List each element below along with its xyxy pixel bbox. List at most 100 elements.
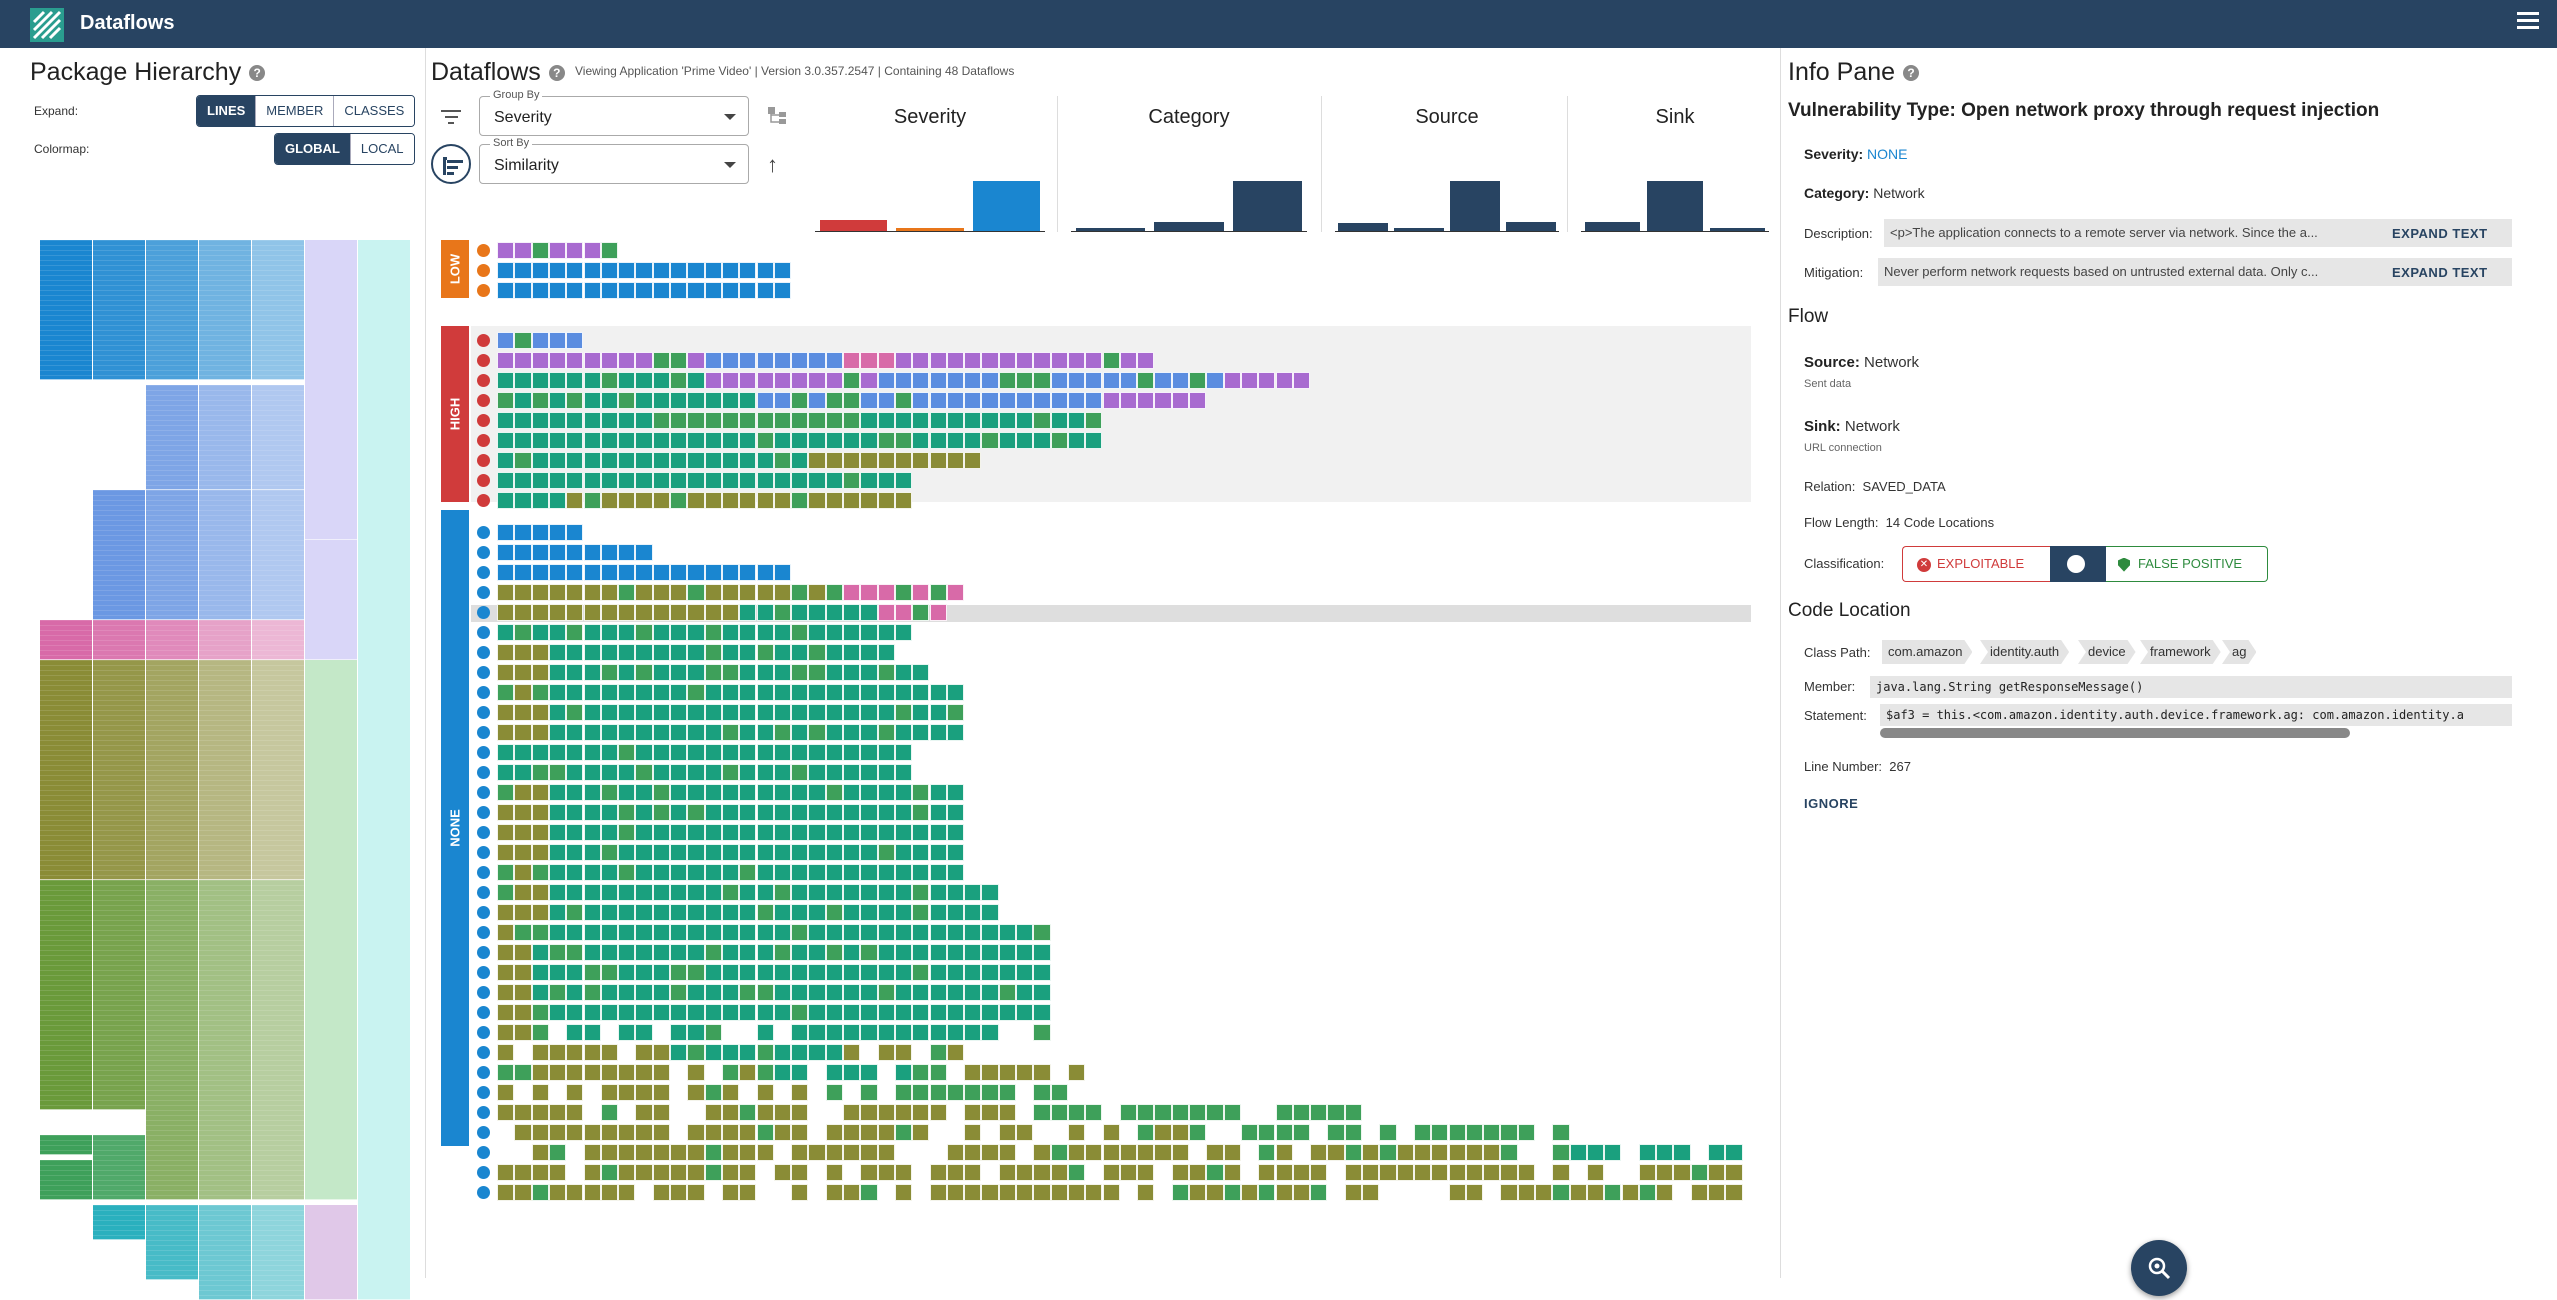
code-location-cell[interactable] <box>756 1064 774 1081</box>
histogram-bar[interactable] <box>1075 228 1145 231</box>
code-location-cell[interactable] <box>929 1044 947 1061</box>
code-location-cell[interactable] <box>964 372 982 389</box>
code-location-cell[interactable] <box>946 884 965 901</box>
code-location-cell[interactable] <box>497 984 515 1001</box>
code-location-cell[interactable] <box>514 372 532 389</box>
code-location-cell[interactable] <box>808 1044 826 1061</box>
code-location-cell[interactable] <box>912 984 930 1001</box>
code-location-cell[interactable] <box>1050 372 1068 389</box>
code-location-cell[interactable] <box>894 1084 913 1101</box>
code-location-cell[interactable] <box>514 704 532 721</box>
code-location-cell[interactable] <box>739 804 757 821</box>
code-location-cell[interactable] <box>1154 392 1172 409</box>
code-location-cell[interactable] <box>497 624 515 641</box>
code-location-cell[interactable] <box>843 412 861 429</box>
code-location-cell[interactable] <box>964 412 982 429</box>
code-location-cell[interactable] <box>739 764 757 781</box>
code-location-cell[interactable] <box>531 644 549 661</box>
code-location-cell[interactable] <box>756 944 774 961</box>
code-location-cell[interactable] <box>929 824 947 841</box>
code-location-cell[interactable] <box>981 1144 999 1161</box>
package-node[interactable] <box>199 240 251 380</box>
code-location-cell[interactable] <box>981 1024 999 1041</box>
code-location-cell[interactable] <box>497 412 515 429</box>
code-location-cell[interactable] <box>877 1024 895 1041</box>
code-location-cell[interactable] <box>877 764 895 781</box>
code-location-cell[interactable] <box>652 262 670 279</box>
code-location-cell[interactable] <box>600 584 619 601</box>
code-location-cell[interactable] <box>600 352 619 369</box>
code-location-cell[interactable] <box>566 544 584 561</box>
code-location-cell[interactable] <box>514 824 532 841</box>
code-location-cell[interactable] <box>894 372 913 389</box>
package-node[interactable] <box>40 620 92 660</box>
code-location-cell[interactable] <box>670 412 688 429</box>
code-location-cell[interactable] <box>618 1144 636 1161</box>
code-location-cell[interactable] <box>1120 1184 1137 1201</box>
histogram-bar[interactable] <box>1584 221 1640 231</box>
code-location-cell[interactable] <box>998 1004 1016 1021</box>
code-location-cell[interactable] <box>860 644 878 661</box>
code-location-cell[interactable] <box>497 704 515 721</box>
code-location-cell[interactable] <box>721 392 740 409</box>
code-location-cell[interactable] <box>548 624 567 641</box>
code-location-cell[interactable] <box>600 1164 619 1181</box>
code-location-cell[interactable] <box>600 1184 619 1201</box>
code-location-cell[interactable] <box>912 452 930 469</box>
code-location-cell[interactable] <box>514 744 532 761</box>
code-location-cell[interactable] <box>600 1084 619 1101</box>
code-location-cell[interactable] <box>618 352 636 369</box>
code-location-cell[interactable] <box>548 664 567 681</box>
code-location-cell[interactable] <box>843 372 861 389</box>
code-location-cell[interactable] <box>946 412 965 429</box>
code-location-cell[interactable] <box>583 984 601 1001</box>
code-location-cell[interactable] <box>652 392 670 409</box>
code-location-cell[interactable] <box>1240 1184 1259 1201</box>
code-location-cell[interactable] <box>877 452 895 469</box>
code-location-cell[interactable] <box>1171 372 1189 389</box>
code-location-cell[interactable] <box>946 1164 965 1181</box>
code-location-cell[interactable] <box>791 924 809 941</box>
code-location-cell[interactable] <box>791 944 809 961</box>
code-location-cell[interactable] <box>670 282 688 299</box>
code-location-cell[interactable] <box>1621 1184 1639 1201</box>
code-location-cell[interactable] <box>946 1144 965 1161</box>
code-location-cell[interactable] <box>583 492 601 509</box>
sort-direction-arrow-up-icon[interactable]: ↑ <box>767 152 778 177</box>
code-location-cell[interactable] <box>670 824 688 841</box>
code-location-cell[interactable] <box>497 644 515 661</box>
code-location-cell[interactable] <box>843 884 861 901</box>
code-location-cell[interactable] <box>877 904 895 921</box>
code-location-cell[interactable] <box>1310 1184 1328 1201</box>
code-location-cell[interactable] <box>739 492 757 509</box>
code-location-cell[interactable] <box>704 984 722 1001</box>
code-location-cell[interactable] <box>739 904 757 921</box>
code-location-cell[interactable] <box>670 664 688 681</box>
code-location-cell[interactable] <box>531 724 549 741</box>
dataflow-marker[interactable] <box>477 666 490 679</box>
code-location-cell[interactable] <box>531 704 549 721</box>
code-location-cell[interactable] <box>894 924 913 941</box>
code-location-cell[interactable] <box>531 884 549 901</box>
code-location-cell[interactable] <box>1413 1164 1432 1181</box>
code-location-cell[interactable] <box>756 784 774 801</box>
code-location-cell[interactable] <box>531 784 549 801</box>
code-location-cell[interactable] <box>1569 1144 1587 1161</box>
code-location-cell[interactable] <box>497 282 515 299</box>
code-location-cell[interactable] <box>566 412 584 429</box>
code-location-cell[interactable] <box>877 924 895 941</box>
code-location-cell[interactable] <box>548 684 567 701</box>
code-location-cell[interactable] <box>773 432 792 449</box>
code-location-cell[interactable] <box>1552 1144 1570 1161</box>
code-location-cell[interactable] <box>756 392 774 409</box>
code-location-cell[interactable] <box>687 584 705 601</box>
code-location-cell[interactable] <box>531 1184 549 1201</box>
code-location-cell[interactable] <box>1708 1164 1726 1181</box>
code-location-cell[interactable] <box>894 684 913 701</box>
code-location-cell[interactable] <box>877 864 895 881</box>
dataflow-marker[interactable] <box>477 706 490 719</box>
dataflow-marker[interactable] <box>477 946 490 959</box>
code-location-cell[interactable] <box>912 704 930 721</box>
code-location-cell[interactable] <box>600 1044 619 1061</box>
code-location-cell[interactable] <box>670 904 688 921</box>
